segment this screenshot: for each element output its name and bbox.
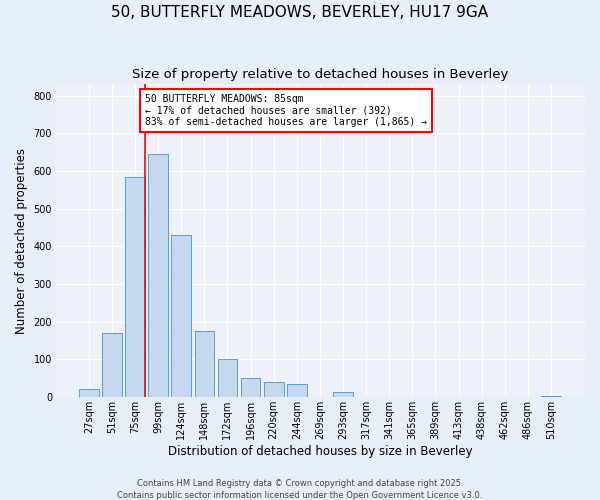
Bar [172, 235, 191, 397]
X-axis label: Distribution of detached houses by size in Beverley: Distribution of detached houses by size … [167, 444, 472, 458]
Bar [264, 382, 284, 397]
Bar [194, 331, 214, 397]
Text: 50, BUTTERFLY MEADOWS, BEVERLEY, HU17 9GA: 50, BUTTERFLY MEADOWS, BEVERLEY, HU17 9G… [112, 5, 488, 20]
Y-axis label: Number of detached properties: Number of detached properties [15, 148, 28, 334]
Text: Contains HM Land Registry data © Crown copyright and database right 2025.
Contai: Contains HM Land Registry data © Crown c… [118, 478, 482, 500]
Bar [79, 390, 98, 397]
Bar [148, 154, 168, 397]
Bar [218, 359, 237, 397]
Title: Size of property relative to detached houses in Beverley: Size of property relative to detached ho… [132, 68, 508, 80]
Bar [287, 384, 307, 397]
Bar [541, 396, 561, 397]
Bar [241, 378, 260, 397]
Bar [102, 333, 122, 397]
Text: 50 BUTTERFLY MEADOWS: 85sqm
← 17% of detached houses are smaller (392)
83% of se: 50 BUTTERFLY MEADOWS: 85sqm ← 17% of det… [145, 94, 427, 127]
Bar [333, 392, 353, 397]
Bar [125, 176, 145, 397]
